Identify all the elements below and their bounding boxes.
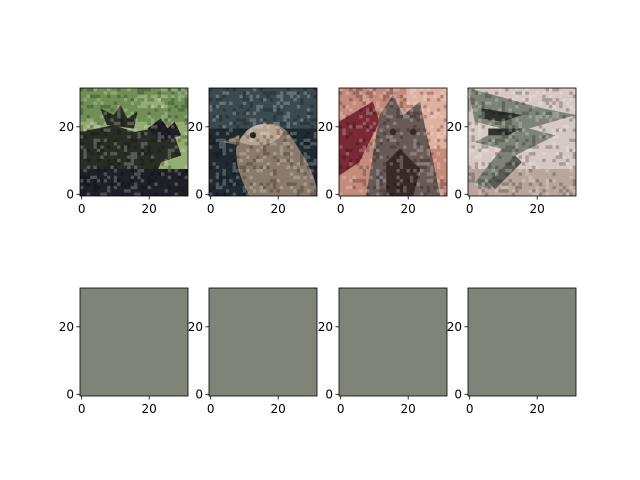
x-tick-label: 20 xyxy=(530,202,545,216)
y-tick-label: 20 xyxy=(447,120,462,134)
y-tick-label: 0 xyxy=(66,188,74,202)
panel-image-moose xyxy=(80,88,188,196)
x-tick-label: 20 xyxy=(142,202,157,216)
panel-1-4: 0 20 0 20 xyxy=(447,87,577,216)
panel-image-flat-output xyxy=(339,288,447,396)
panel-2-4: 0 20 0 20 xyxy=(447,287,577,416)
y-tick-label: 0 xyxy=(325,188,333,202)
x-tick-label: 0 xyxy=(78,202,86,216)
panel-image-bird xyxy=(209,88,317,196)
y-tick-label: 0 xyxy=(325,388,333,402)
x-tick-label: 20 xyxy=(401,402,416,416)
y-tick-label: 20 xyxy=(59,120,74,134)
y-tick-label: 0 xyxy=(454,388,462,402)
y-tick-label: 20 xyxy=(59,320,74,334)
y-tick-label: 20 xyxy=(318,120,333,134)
panel-image-flat-output xyxy=(80,288,188,396)
x-tick-label: 20 xyxy=(142,402,157,416)
x-tick-label: 20 xyxy=(271,402,286,416)
panel-2-1: 0 20 0 20 xyxy=(59,287,189,416)
panel-image-airplane xyxy=(468,88,576,196)
panel-1-2: 0 20 0 20 xyxy=(188,87,318,216)
x-tick-label: 20 xyxy=(271,202,286,216)
y-tick-label: 20 xyxy=(447,320,462,334)
x-tick-label: 0 xyxy=(78,402,86,416)
x-tick-label: 0 xyxy=(337,402,345,416)
y-tick-label: 0 xyxy=(195,388,203,402)
x-tick-label: 0 xyxy=(466,402,474,416)
x-tick-label: 20 xyxy=(530,402,545,416)
panel-1-1: 0 20 0 20 xyxy=(59,87,189,216)
x-tick-label: 0 xyxy=(337,202,345,216)
y-tick-label: 20 xyxy=(188,120,203,134)
panel-2-3: 0 20 0 20 xyxy=(318,287,448,416)
y-tick-label: 0 xyxy=(454,188,462,202)
y-tick-label: 0 xyxy=(66,388,74,402)
x-tick-label: 0 xyxy=(207,402,215,416)
panel-image-cat xyxy=(339,88,447,196)
panel-2-2: 0 20 0 20 xyxy=(188,287,318,416)
panel-image-flat-output xyxy=(468,288,576,396)
y-tick-label: 20 xyxy=(318,320,333,334)
y-tick-label: 0 xyxy=(195,188,203,202)
x-tick-label: 0 xyxy=(466,202,474,216)
panel-image-flat-output xyxy=(209,288,317,396)
panel-1-3: 0 20 0 20 xyxy=(318,87,448,216)
x-tick-label: 0 xyxy=(207,202,215,216)
x-tick-label: 20 xyxy=(401,202,416,216)
y-tick-label: 20 xyxy=(188,320,203,334)
